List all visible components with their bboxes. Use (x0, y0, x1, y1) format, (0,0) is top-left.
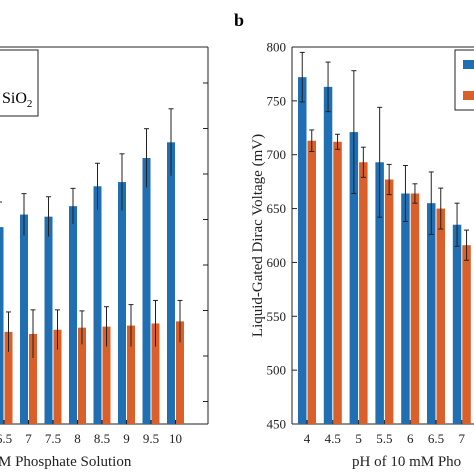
right-bar (349, 132, 359, 424)
left-bar (151, 323, 160, 424)
left-bar (102, 326, 111, 424)
left-x-axis-label: M Phosphate Solution (0, 454, 132, 470)
panel-b-label: b (234, 10, 244, 30)
left-x-tick-label: 9.5 (143, 431, 159, 446)
left-x-tick-label: 7 (25, 431, 32, 446)
left-x-tick-label: 10 (169, 431, 182, 446)
right-x-tick-label: 6 (407, 431, 414, 446)
right-bar (452, 224, 462, 424)
right-x-tick-label: 7 (459, 431, 466, 446)
right-x-tick-label: 6.5 (428, 431, 444, 446)
left-bar (167, 142, 175, 424)
left-bar (118, 182, 126, 424)
right-x-tick-label: 4.5 (325, 431, 341, 446)
right-y-tick-label: 650 (267, 201, 287, 216)
right-bar (462, 245, 471, 424)
left-bar (20, 214, 28, 424)
left-x-tick-label: 8.5 (94, 431, 110, 446)
right-legend-swatch-blue (463, 60, 474, 69)
left-x-tick-label: 7.5 (45, 431, 61, 446)
right-legend-swatch-orange (463, 91, 474, 100)
left-bar (176, 321, 184, 424)
left-bar (4, 331, 13, 424)
right-x-tick-label: 5.5 (376, 431, 392, 446)
right-bar (298, 77, 307, 424)
left-bar (29, 333, 37, 424)
left-chart-panel: 6.5 7 7.5 8 8.5 9 9.5 10 M Phosphate Solution SiO… (0, 46, 209, 470)
right-bar (323, 86, 333, 425)
right-chart-panel: 450 500 550 600 650 700 750 800 Liquid-Gated Dir… (250, 40, 474, 470)
left-legend-box (0, 49, 39, 117)
right-bar (401, 193, 410, 424)
left-x-tick-label: 9 (123, 431, 130, 446)
left-bar (78, 327, 86, 424)
left-bar (44, 216, 53, 424)
left-legend-label: SiO2 (2, 90, 32, 110)
right-legend-box (454, 49, 474, 111)
right-y-tick-label: 500 (267, 363, 287, 378)
left-bar (0, 227, 4, 424)
right-x-tick-label: 5 (355, 431, 362, 446)
right-y-tick-label: 450 (267, 417, 287, 432)
right-bar (333, 141, 342, 424)
left-x-tick-label: 6.5 (0, 431, 12, 446)
right-bar (384, 179, 394, 424)
right-y-tick-label: 550 (267, 309, 287, 324)
right-bar (436, 208, 445, 424)
right-x-axis-label: pH of 10 mM Pho (352, 454, 461, 470)
right-bar (307, 140, 316, 424)
left-bar (69, 206, 77, 424)
left-bar (142, 158, 151, 424)
left-x-tick-label: 8 (74, 431, 81, 446)
right-y-tick-label: 750 (267, 93, 287, 108)
right-y-axis-label: Liquid-Gated Dirac Voltage (mV) (250, 134, 266, 337)
left-bar (127, 325, 135, 424)
right-y-tick-label: 700 (267, 147, 287, 162)
right-bar (410, 193, 420, 424)
left-bar (53, 329, 62, 424)
right-bar (375, 162, 384, 425)
right-bar (427, 203, 436, 424)
left-bar (93, 186, 102, 424)
right-x-tick-label: 4 (304, 431, 311, 446)
right-y-tick-label: 600 (267, 255, 287, 270)
right-y-tick-label: 800 (267, 40, 287, 55)
left-legend-subscript: 2 (27, 98, 33, 110)
right-bar (359, 162, 368, 425)
